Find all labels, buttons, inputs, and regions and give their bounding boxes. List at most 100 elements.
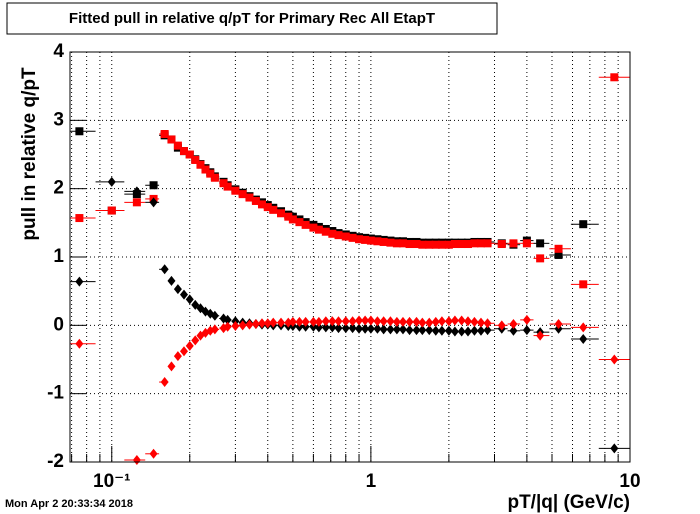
diamond-marker — [522, 314, 531, 325]
diamond-marker — [361, 323, 370, 334]
diamond-marker — [405, 325, 414, 336]
square-marker — [536, 254, 545, 263]
square-marker — [185, 150, 194, 159]
diamond-marker — [536, 330, 545, 341]
diamond-marker — [392, 316, 401, 327]
diamond-marker — [425, 325, 434, 336]
diamond-marker — [373, 316, 382, 327]
diamond-marker — [348, 323, 357, 334]
square-marker — [579, 280, 588, 289]
square-marker — [173, 141, 182, 150]
square-marker — [418, 240, 427, 249]
square-marker — [284, 212, 293, 221]
y-tick-label: -2 — [47, 451, 64, 472]
square-marker — [245, 193, 254, 202]
diamond-marker — [425, 317, 434, 328]
diamond-marker — [149, 448, 158, 459]
diamond-marker — [223, 314, 232, 325]
square-marker — [355, 235, 364, 244]
diamond-marker — [418, 317, 427, 328]
square-marker — [301, 220, 310, 229]
diamond-marker — [483, 318, 492, 329]
diamond-marker — [483, 325, 492, 336]
plot-area: 10⁻¹ 1 10 -2 -1 0 1 2 3 4 — [47, 41, 640, 492]
square-marker — [450, 240, 459, 249]
square-marker — [457, 240, 466, 249]
square-marker — [379, 237, 388, 246]
diamond-marker — [191, 335, 200, 346]
square-marker — [522, 239, 531, 248]
diamond-marker — [328, 322, 337, 333]
diamond-marker — [328, 316, 337, 327]
diamond-marker — [463, 316, 472, 327]
x-tick-label: 10 — [619, 471, 640, 492]
diamond-marker — [167, 361, 176, 372]
diamond-marker — [132, 186, 141, 197]
diamond-marker — [107, 176, 116, 187]
square-marker — [536, 239, 545, 248]
square-marker — [107, 206, 116, 215]
diamond-marker — [392, 324, 401, 335]
diamond-marker — [386, 316, 395, 327]
diamond-marker — [173, 284, 182, 295]
diamond-marker — [412, 316, 421, 327]
square-marker — [386, 238, 395, 247]
diamond-marker — [173, 351, 182, 362]
diamond-marker — [179, 289, 188, 300]
square-marker — [288, 215, 297, 224]
y-tick-label: 4 — [53, 41, 64, 62]
y-tick-label: -1 — [47, 383, 64, 404]
x-axis-label: pT/|q| (GeV/c) — [507, 492, 630, 513]
diamond-marker — [437, 325, 446, 336]
square-marker — [210, 173, 219, 182]
square-marker — [470, 239, 479, 248]
diamond-marker — [522, 325, 531, 336]
square-marker — [160, 130, 169, 138]
square-marker — [554, 250, 563, 259]
diamond-marker — [251, 318, 260, 329]
diamond-marker — [444, 316, 453, 327]
diamond-marker — [366, 315, 375, 326]
y-axis-label: pull in relative q/pT — [19, 67, 40, 241]
diamond-marker — [579, 334, 588, 344]
diamond-marker — [509, 318, 518, 329]
diamond-marker — [210, 324, 219, 335]
square-marker — [444, 240, 453, 249]
square-marker — [431, 240, 440, 249]
diamond-marker — [341, 323, 350, 334]
diamond-marker — [223, 321, 232, 332]
square-marker — [149, 181, 158, 190]
square-marker — [309, 223, 318, 232]
diamond-marker — [463, 326, 472, 337]
diamond-marker — [210, 310, 219, 321]
square-marker — [231, 186, 240, 195]
diamond-marker — [301, 316, 310, 327]
plot-border — [69, 51, 631, 463]
square-marker — [425, 240, 434, 249]
square-marker — [483, 239, 492, 248]
diamond-marker — [450, 326, 459, 337]
square-marker — [328, 229, 337, 238]
diamond-marker — [398, 324, 407, 335]
diamond-marker — [437, 316, 446, 327]
diamond-marker — [509, 325, 518, 336]
square-marker — [238, 190, 247, 199]
diamond-marker — [355, 315, 364, 326]
square-marker — [463, 240, 472, 249]
diamond-marker — [610, 354, 619, 365]
diamond-marker — [348, 316, 357, 327]
diamond-marker — [355, 323, 364, 334]
diamond-marker — [321, 322, 330, 333]
diamond-marker — [334, 316, 343, 327]
x-tick-label: 10⁻¹ — [93, 471, 131, 492]
square-marker — [509, 239, 518, 248]
square-marker — [334, 231, 343, 240]
square-marker — [257, 200, 266, 209]
square-marker — [554, 244, 563, 253]
y-tick-label: 0 — [53, 314, 64, 335]
square-marker — [263, 203, 272, 212]
diamond-marker — [309, 316, 318, 327]
diamond-marker — [238, 320, 247, 331]
diamond-marker — [284, 317, 293, 328]
